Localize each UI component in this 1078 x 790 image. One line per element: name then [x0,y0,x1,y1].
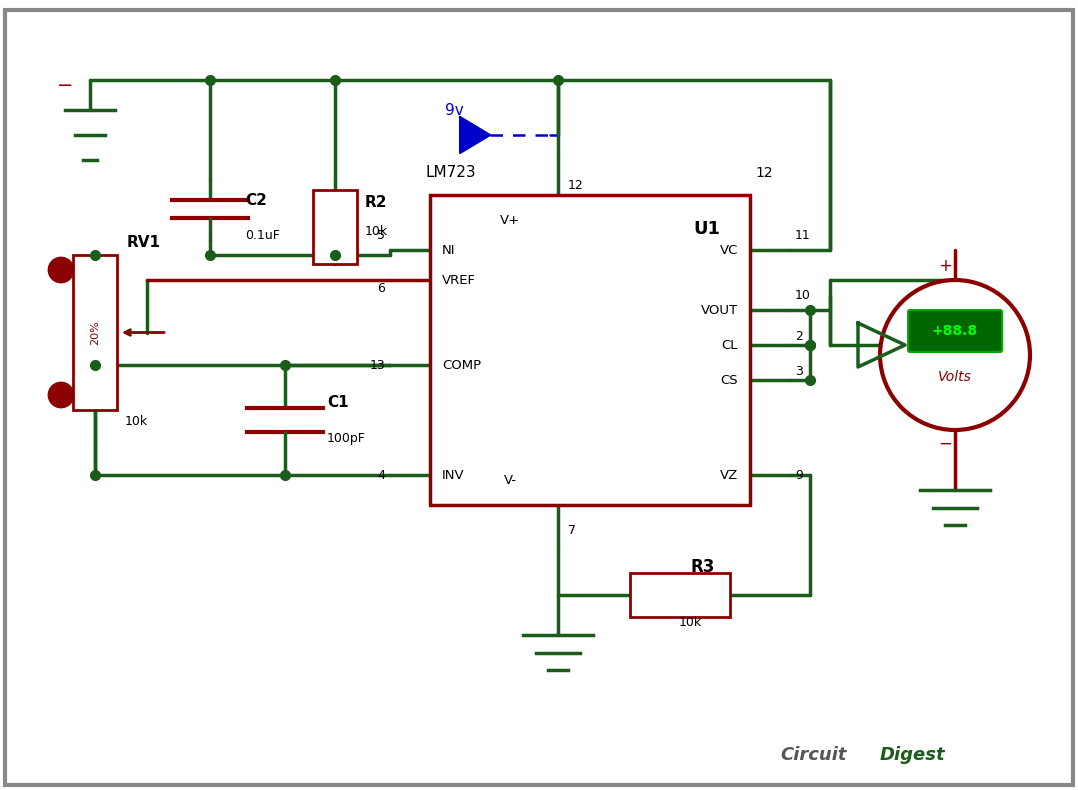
Text: 7: 7 [568,524,576,536]
Text: Volts: Volts [938,370,972,384]
Text: 6: 6 [377,282,385,295]
Text: VZ: VZ [720,468,738,481]
Text: COMP: COMP [442,359,481,371]
Text: ①: ① [57,265,65,275]
Bar [430,195,750,505]
Text: U1: U1 [693,220,720,238]
Text: VREF: VREF [442,273,476,287]
Text: 10k: 10k [125,415,148,428]
Text: INV: INV [442,468,465,481]
Text: 3: 3 [794,365,803,378]
Text: 12: 12 [568,179,584,191]
Text: 100pF: 100pF [327,431,365,445]
Text: NI: NI [442,243,456,257]
Text: 4: 4 [377,468,385,481]
Text: +88.8: +88.8 [932,324,978,338]
Text: VC: VC [720,243,738,257]
Text: 0.1uF: 0.1uF [245,228,280,242]
Text: Circuit: Circuit [780,746,846,764]
Text: R3: R3 [690,558,715,576]
Text: Digest: Digest [880,746,945,764]
Text: V+: V+ [500,213,520,227]
Text: +: + [938,257,952,275]
Text: 9: 9 [794,468,803,481]
Text: 10k: 10k [365,225,388,238]
Text: CL: CL [721,338,738,352]
Circle shape [49,258,73,282]
Circle shape [49,383,73,407]
Text: V-: V- [503,473,516,487]
Text: 9v: 9v [445,103,464,118]
Text: 20%: 20% [89,320,100,345]
Text: 10k: 10k [678,616,702,630]
Text: VOUT: VOUT [701,303,738,317]
Text: C1: C1 [327,394,348,409]
Bar [313,190,357,264]
Circle shape [880,280,1029,430]
Polygon shape [460,117,490,153]
Text: 13: 13 [370,359,385,371]
Text: 11: 11 [794,229,811,242]
Text: 5: 5 [377,229,385,242]
Text: CS: CS [720,374,738,386]
FancyBboxPatch shape [908,310,1001,352]
Text: ②: ② [57,390,65,400]
Text: RV1: RV1 [127,235,161,250]
Text: C2: C2 [245,193,267,208]
Text: 12: 12 [755,166,773,180]
Text: LM723: LM723 [425,165,475,180]
Text: −: − [938,435,952,453]
Text: 2: 2 [794,330,803,343]
Bar [630,573,730,617]
Text: R2: R2 [365,195,387,210]
Bar [73,255,118,410]
Text: −: − [57,76,73,95]
Text: 10: 10 [794,289,811,302]
